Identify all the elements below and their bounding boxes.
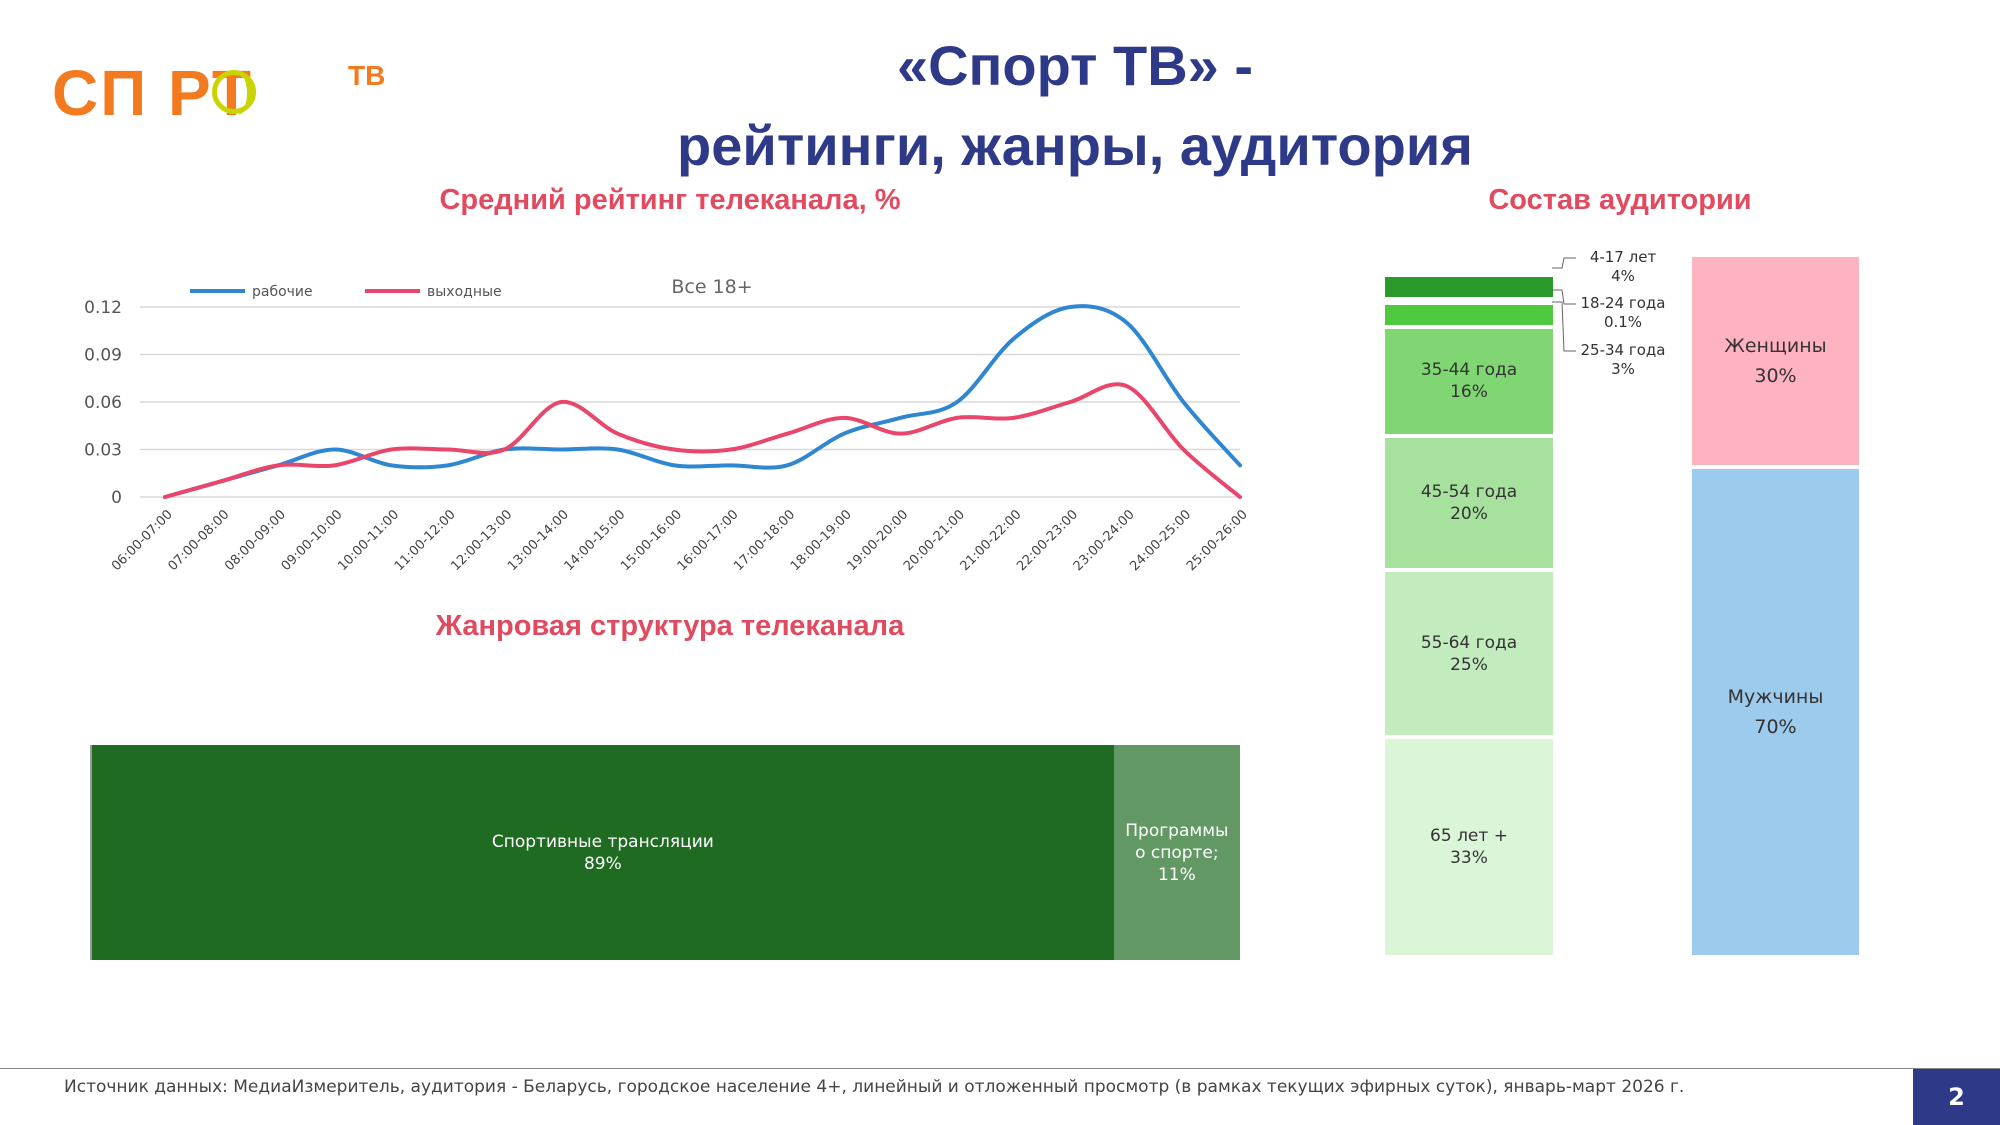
x-tick-label: 25:00-26:00 xyxy=(1184,507,1251,574)
page-title-line2: рейтинги, жанры, аудитория xyxy=(677,114,1473,177)
legend-label: рабочие xyxy=(252,284,313,300)
tennis-ball-icon xyxy=(212,70,256,115)
y-tick-label: 0.09 xyxy=(84,346,122,366)
genre-segment-sport-broadcasts: Спортивные трансляции 89% xyxy=(92,745,1114,960)
genre-segment-sport-programs: Программы о спорте; 11% xyxy=(1113,745,1240,960)
footer-divider xyxy=(0,1068,2000,1069)
label-leader-line xyxy=(1552,301,1576,352)
label-leader-line xyxy=(1552,289,1576,305)
age-outside-label-name: 4-17 лет xyxy=(1589,248,1657,266)
age-segment: 65 лет +33% xyxy=(1385,739,1553,955)
chart-legend: рабочие выходные xyxy=(190,284,502,300)
rating-section-title: Средний рейтинг телеканала, % xyxy=(439,184,901,216)
gender-segment-label: Женщины xyxy=(1724,335,1827,358)
age-segment-value: 20% xyxy=(1450,503,1488,524)
footer-source: Источник данных: МедиаИзмеритель, аудито… xyxy=(64,1077,1685,1097)
genre-segment-label: Программы xyxy=(1125,820,1229,841)
gender-segment-value: 70% xyxy=(1754,716,1797,739)
genre-segment-label: Спортивные трансляции xyxy=(491,831,714,852)
age-outside-label: 18-24 года 0.1% xyxy=(1568,294,1678,332)
series-line-weekdays xyxy=(163,304,1242,499)
audience-section-title: Состав аудитории xyxy=(1488,184,1752,216)
age-composition-bar: 65 лет +33% 55-64 года 25% 45-54 года 20% 35-… xyxy=(1385,257,1553,955)
age-segment-label: 35-44 года xyxy=(1420,360,1518,381)
gender-segment-value: 30% xyxy=(1754,365,1797,388)
age-segment: 35-44 года 16% xyxy=(1385,329,1553,434)
age-outside-label-name: 25-34 года xyxy=(1580,341,1666,359)
age-outside-label-value: 4% xyxy=(1611,267,1635,285)
chart-x-ticks: 06:00-07:0007:00-08:0008:00-09:0009:00-1… xyxy=(109,507,1251,574)
label-leader-line xyxy=(1552,257,1576,269)
gender-segment: Женщины 30% xyxy=(1692,257,1859,466)
age-outside-label-value: 0.1% xyxy=(1603,313,1643,331)
y-tick-label: 0.06 xyxy=(84,393,122,413)
age-segment: 55-64 года 25% xyxy=(1385,572,1553,736)
genre-section-title: Жанровая структура телеканала xyxy=(435,610,905,642)
age-label-leaders xyxy=(1552,257,1576,352)
page-number: 2 xyxy=(1913,1069,2000,1125)
genre-segment-value: 89% xyxy=(583,853,622,874)
gender-composition-bar: Мужчины 70% Женщины 30% xyxy=(1692,257,1859,955)
age-segment: 45-54 года 20% xyxy=(1385,437,1553,569)
logo-tv: ТВ xyxy=(348,60,386,91)
page-title-line1: «Спорт ТВ» - xyxy=(896,34,1254,97)
legend-label: выходные xyxy=(427,284,502,300)
age-outside-label: 4-17 лет 4% xyxy=(1568,248,1678,286)
series-line-weekends xyxy=(163,382,1242,499)
age-segment-label: 45-54 года xyxy=(1420,481,1518,502)
genre-bar: Спортивные трансляции 89% Программы о сп… xyxy=(90,745,1242,960)
age-segment-value: 16% xyxy=(1450,382,1488,403)
age-outside-label-name: 18-24 года xyxy=(1580,294,1666,312)
sport-tv-logo: СП РТ ТВ xyxy=(52,58,385,128)
age-segment-value: 25% xyxy=(1450,654,1488,675)
age-segment xyxy=(1385,305,1553,325)
age-segment-value: 33% xyxy=(1450,848,1488,869)
age-segment xyxy=(1385,277,1553,297)
chart-subtitle: Все 18+ xyxy=(671,276,752,298)
rating-line-chart: 0 0.03 0.06 0.09 0.12 06:00-07:0007:00-08:00… xyxy=(84,276,1251,574)
gender-segment: Мужчины 70% xyxy=(1692,469,1859,955)
chart-series xyxy=(163,304,1242,499)
gender-segment-label: Мужчины xyxy=(1727,686,1824,709)
y-tick-label: 0.03 xyxy=(84,441,122,461)
page-title: «Спорт ТВ» - рейтинги, жанры, аудитория xyxy=(560,26,1590,186)
chart-y-ticks: 0 0.03 0.06 0.09 0.12 xyxy=(84,298,122,508)
age-segment-label: 65 лет + xyxy=(1430,826,1508,847)
age-segment-label: 55-64 года xyxy=(1420,632,1518,653)
genre-segment-value: о спорте; 11% xyxy=(1135,842,1219,885)
age-outside-label-value: 3% xyxy=(1611,360,1635,378)
y-tick-label: 0 xyxy=(111,488,122,508)
age-outside-label: 25-34 года 3% xyxy=(1568,341,1678,379)
y-tick-label: 0.12 xyxy=(84,298,122,318)
